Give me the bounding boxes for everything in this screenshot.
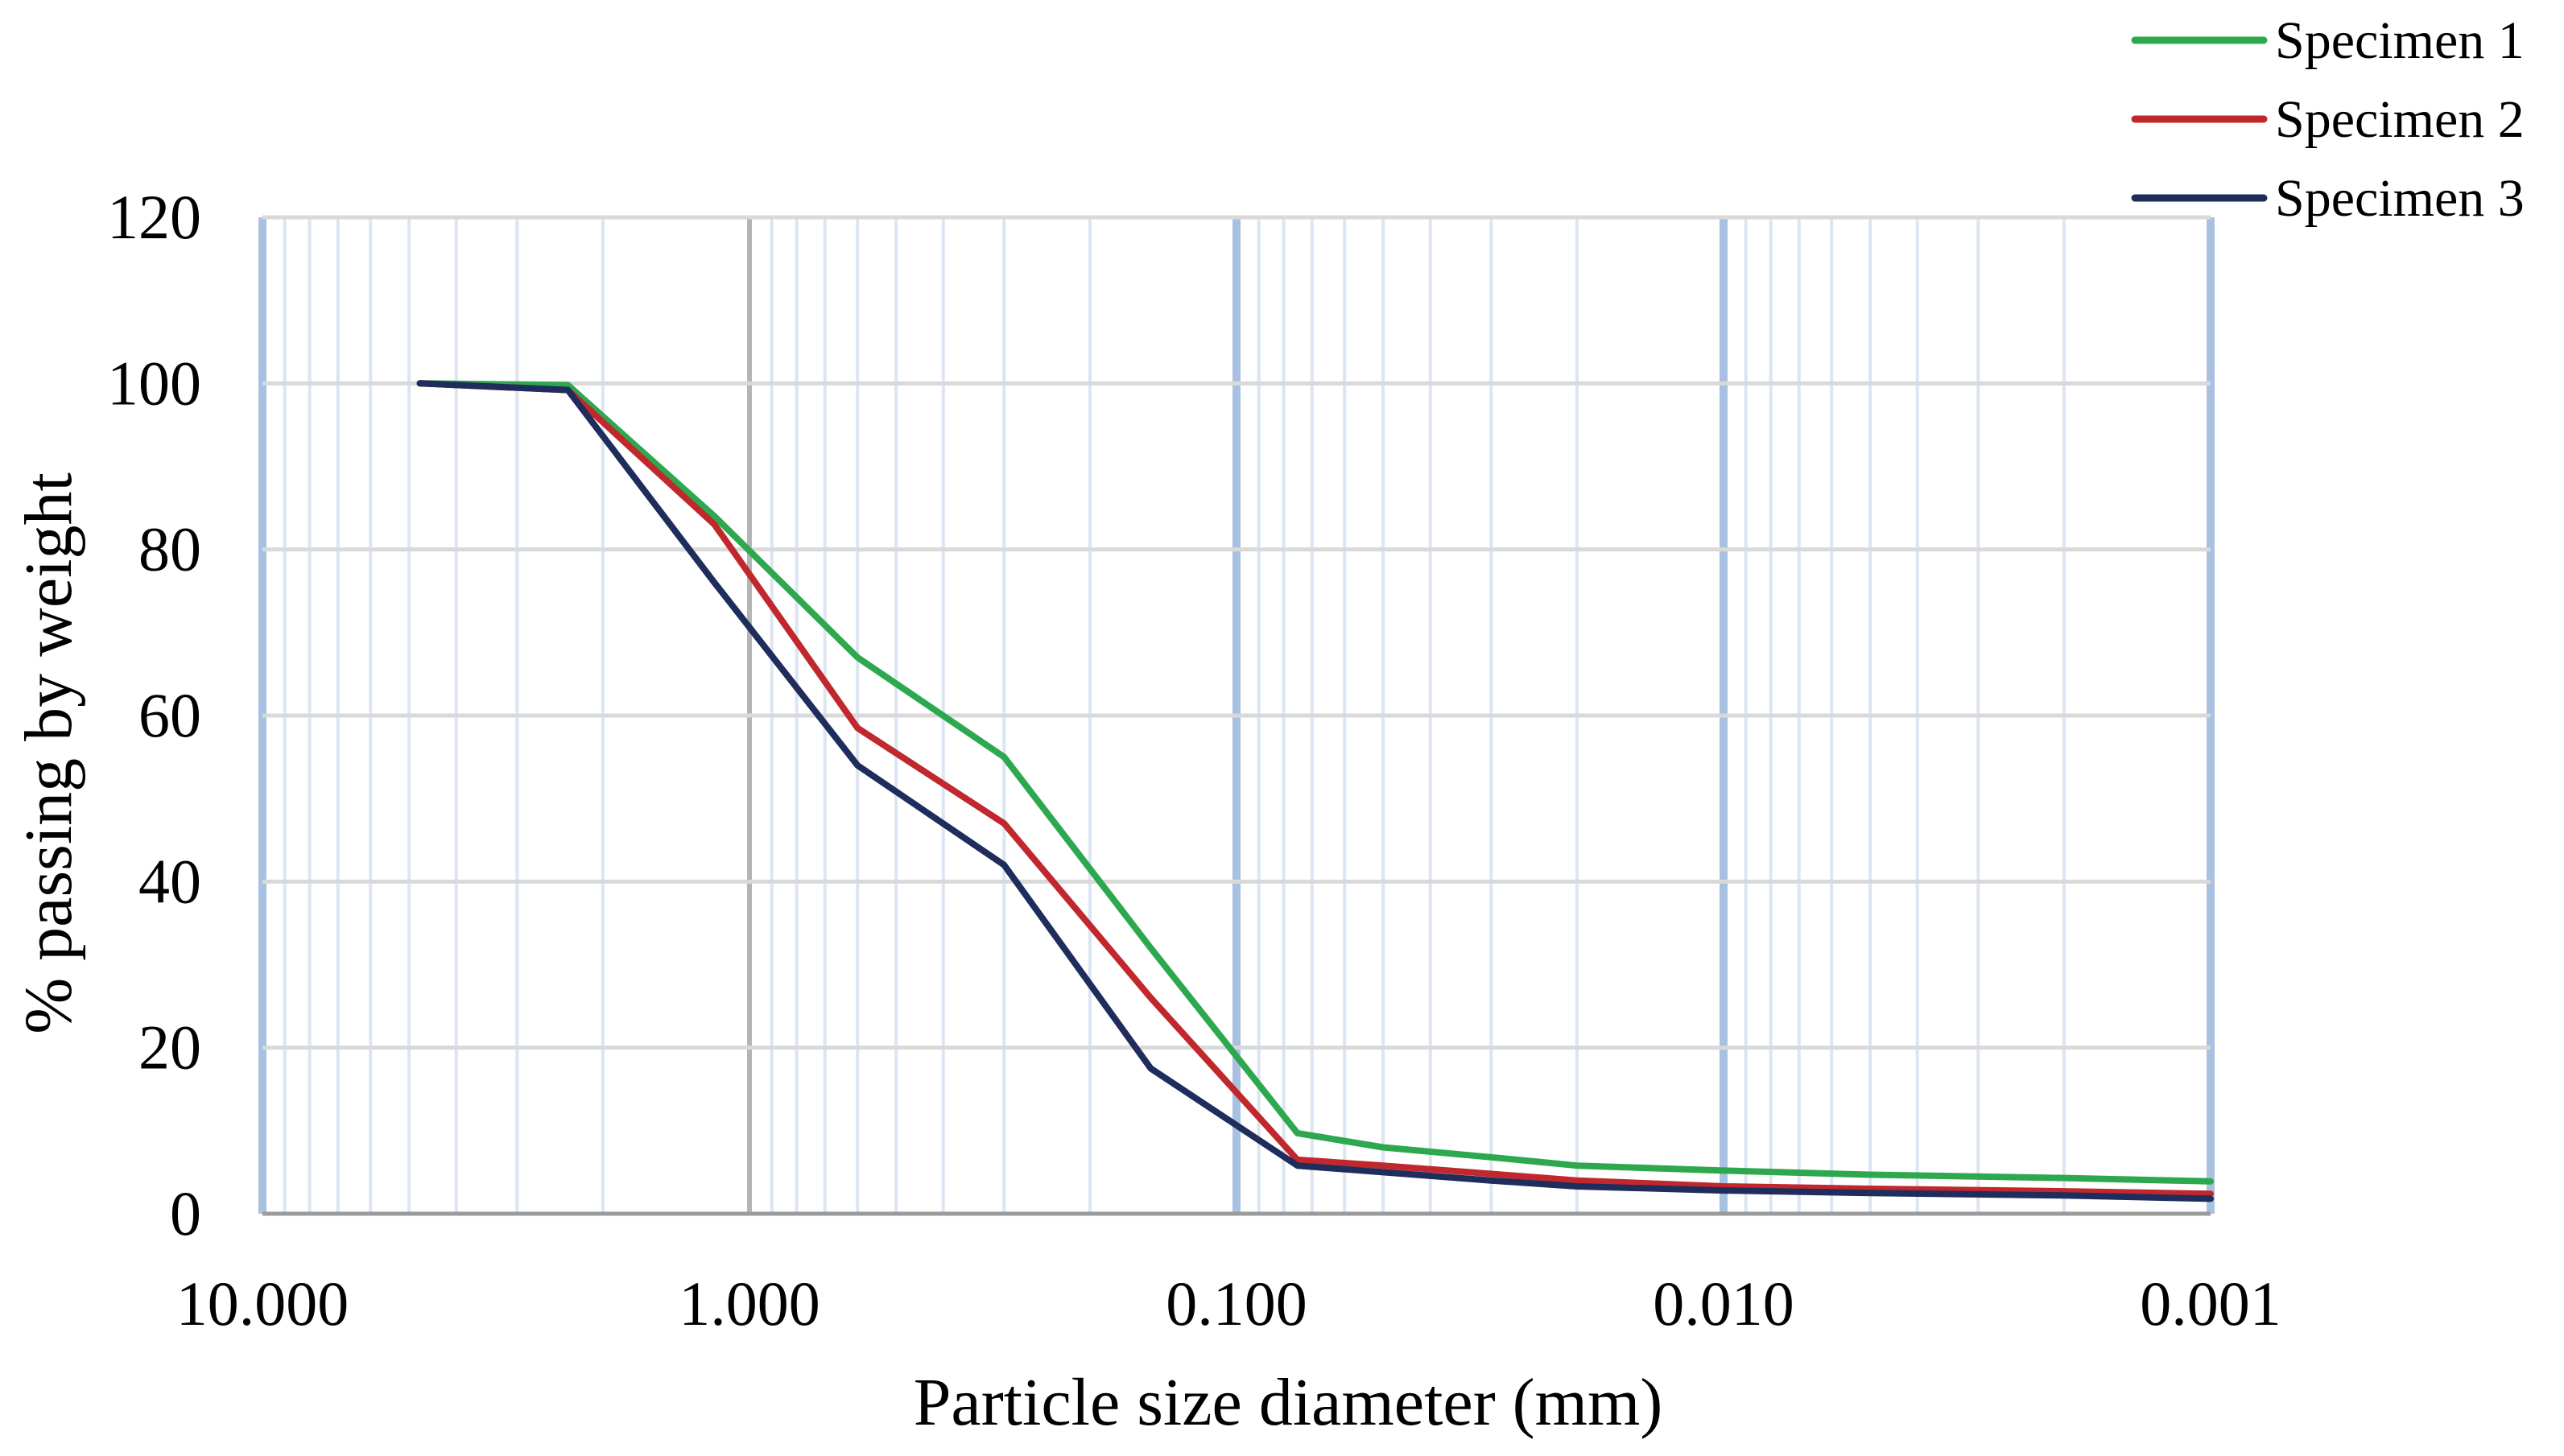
grid-layer (258, 215, 2215, 1216)
y-tick-label: 40 (138, 846, 201, 916)
y-tick-label: 80 (138, 514, 201, 584)
series-line-specimen-3 (416, 380, 2214, 1202)
y-tick-label: 100 (107, 348, 201, 418)
series-layer (416, 380, 2214, 1202)
legend-label: Specimen 2 (2275, 90, 2525, 149)
x-tick-label: 0.010 (1653, 1268, 1794, 1338)
y-axis-title: % passing by weight (11, 472, 86, 1034)
y-tick-label: 120 (107, 182, 201, 252)
legend-item-specimen-1: Specimen 1 (2131, 11, 2525, 70)
legend-label: Specimen 3 (2275, 169, 2525, 228)
series-line-specimen-2 (416, 380, 2214, 1198)
tick-labels: 0 20 40 60 80 100 120 10.000 1.000 0.100 0.010 0.00… (107, 182, 2281, 1338)
legend: Specimen 1 Specimen 2 Specimen 3 (2131, 11, 2525, 228)
x-tick-label: 0.100 (1166, 1268, 1307, 1338)
x-tick-label: 0.001 (2140, 1268, 2281, 1338)
y-tick-label: 20 (138, 1013, 201, 1083)
legend-label: Specimen 1 (2275, 11, 2525, 70)
x-tick-label: 10.000 (176, 1268, 349, 1338)
y-tick-label: 0 (170, 1178, 201, 1248)
series-line-specimen-1 (416, 380, 2214, 1185)
x-tick-label: 1.000 (679, 1268, 820, 1338)
legend-item-specimen-2: Specimen 2 (2131, 90, 2525, 149)
x-axis-title: Particle size diameter (mm) (914, 1365, 1663, 1440)
legend-item-specimen-3: Specimen 3 (2131, 169, 2525, 228)
y-tick-label: 60 (138, 680, 201, 750)
